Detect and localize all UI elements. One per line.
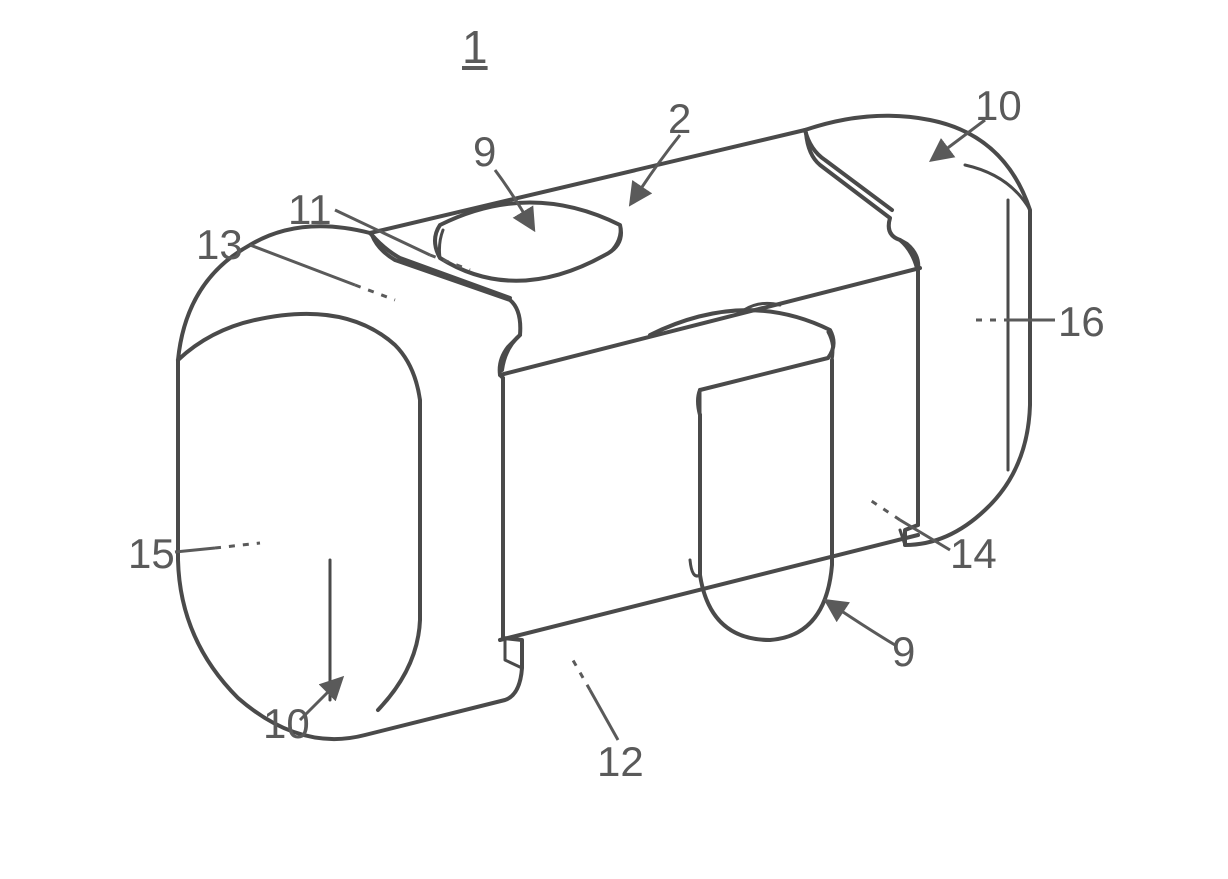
diagram-stage: 1 2 9 9 10 10 11 12 13 14 15 16 — [0, 0, 1228, 879]
label-10a: 10 — [975, 82, 1022, 130]
label-10b: 10 — [263, 700, 310, 748]
label-15: 15 — [128, 530, 175, 578]
label-16: 16 — [1058, 298, 1105, 346]
label-9b: 9 — [892, 628, 915, 676]
label-13: 13 — [196, 221, 243, 269]
figure-number: 1 — [462, 20, 488, 74]
label-9a: 9 — [473, 128, 496, 176]
label-2: 2 — [668, 95, 691, 143]
label-11: 11 — [288, 186, 332, 234]
label-12: 12 — [597, 738, 644, 786]
label-14: 14 — [950, 530, 997, 578]
